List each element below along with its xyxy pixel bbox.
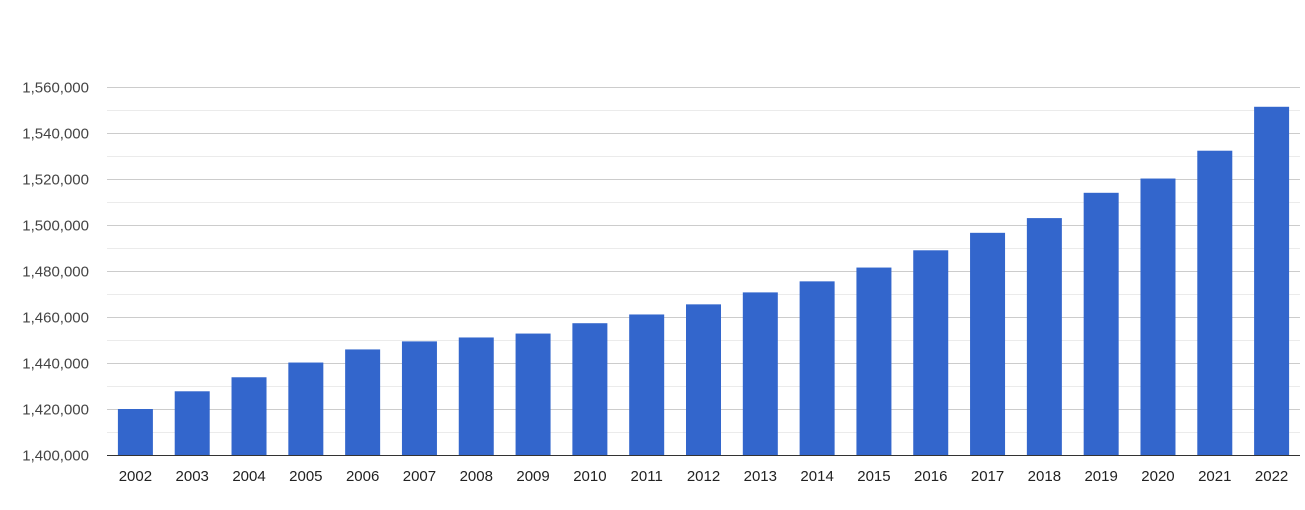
y-axis-ticks: 1,400,000 1,420,000 1,440,000 1,460,000 1,48… xyxy=(22,80,89,465)
y-tick-label: 1,480,000 xyxy=(22,264,89,281)
x-tick-label: 2012 xyxy=(687,468,720,485)
y-tick-label: 1,540,000 xyxy=(22,126,89,143)
bar-2005 xyxy=(288,362,324,455)
bar-2012 xyxy=(686,304,721,455)
x-tick-label: 2020 xyxy=(1141,468,1174,485)
x-tick-label: 2006 xyxy=(346,468,379,485)
x-tick-label: 2004 xyxy=(232,468,265,485)
bar-2006 xyxy=(345,349,381,455)
bar-2011 xyxy=(629,314,665,455)
bar-2009 xyxy=(515,333,551,455)
x-tick-label: 2019 xyxy=(1084,468,1117,485)
bar-2007 xyxy=(401,341,437,455)
x-tick-label: 2014 xyxy=(800,468,833,485)
x-tick-label: 2005 xyxy=(289,468,322,485)
x-tick-label: 2015 xyxy=(857,468,890,485)
x-tick-label: 2018 xyxy=(1028,468,1061,485)
bar-2021 xyxy=(1197,150,1233,455)
x-tick-label: 2016 xyxy=(914,468,947,485)
y-tick-label: 1,560,000 xyxy=(22,80,89,97)
x-tick-label: 2007 xyxy=(403,468,436,485)
bar-2019 xyxy=(1083,192,1119,456)
y-tick-label: 1,440,000 xyxy=(22,356,89,373)
y-tick-label: 1,520,000 xyxy=(22,172,89,189)
bar-2014 xyxy=(799,281,835,455)
bar-2013 xyxy=(742,292,778,455)
bar-2017 xyxy=(970,232,1006,455)
y-tick-label: 1,400,000 xyxy=(22,448,89,465)
y-tick-label: 1,500,000 xyxy=(22,218,89,235)
bar-2022 xyxy=(1254,106,1290,455)
x-tick-label: 2003 xyxy=(176,468,209,485)
x-tick-label: 2011 xyxy=(631,468,663,485)
x-tick-label: 2013 xyxy=(744,468,777,485)
bar-2015 xyxy=(856,267,892,455)
bars xyxy=(117,106,1290,456)
y-tick-label: 1,420,000 xyxy=(22,402,89,419)
bar-2004 xyxy=(231,377,267,455)
x-axis-ticks: 2002 2003 2004 2005 2006 2007 2008 2009 2010 2011… xyxy=(119,468,1289,485)
x-tick-label: 2010 xyxy=(573,468,606,485)
x-tick-label: 2002 xyxy=(119,468,152,485)
x-tick-label: 2009 xyxy=(516,468,549,485)
bar-2003 xyxy=(174,391,210,455)
y-tick-label: 1,460,000 xyxy=(22,310,89,327)
bar-2010 xyxy=(572,323,608,455)
bar-2016 xyxy=(913,250,949,455)
x-tick-label: 2017 xyxy=(971,468,1004,485)
bar-2008 xyxy=(458,337,494,455)
x-tick-label: 2021 xyxy=(1198,468,1231,485)
bar-2002 xyxy=(117,409,153,455)
bar-2018 xyxy=(1026,218,1062,455)
x-tick-label: 2008 xyxy=(460,468,493,485)
bar-2020 xyxy=(1140,178,1176,456)
x-tick-label: 2022 xyxy=(1255,468,1288,485)
